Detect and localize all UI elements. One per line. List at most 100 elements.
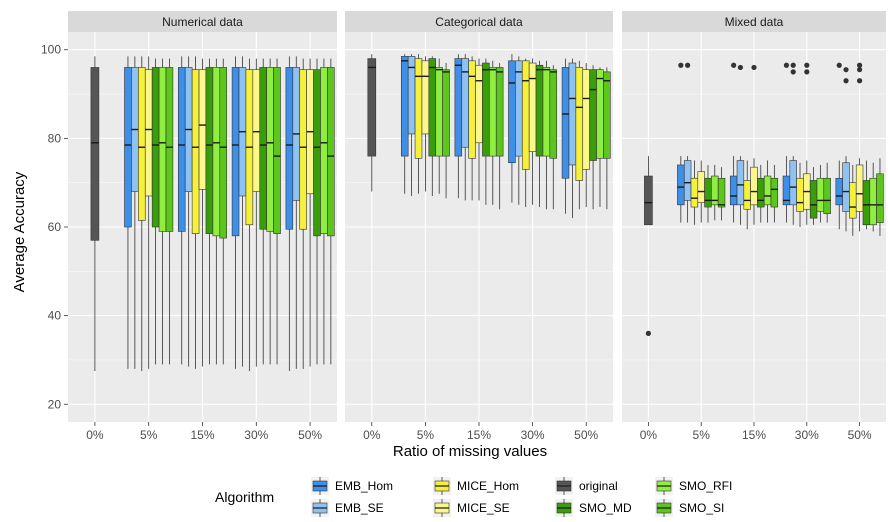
box-iqr [327,67,335,237]
panel-1: Numerical data 0% 5% 15% 30% 50% [68,11,337,442]
legend-item: MICE_SE [433,499,510,517]
box-emb-hom [454,54,463,199]
box-iqr [521,60,530,170]
box-iqr [568,62,577,166]
box-iqr [313,69,321,237]
box-iqr [428,58,437,157]
x-tick-label: 30% [521,428,545,442]
outlier-point [804,69,810,75]
box-smo-rfi [816,164,825,223]
box-iqr [198,69,207,190]
box-iqr [158,67,167,232]
legend-label: EMB_SE [335,501,384,515]
legend-label: SMO_MD [579,501,632,515]
strip-background [68,11,337,32]
box-iqr [320,67,328,234]
box-iqr [151,67,160,228]
outlier-point [790,62,796,68]
legend-item: SMO_MD [555,499,632,517]
box-iqr [750,166,758,206]
box-group [454,54,504,210]
box-iqr [259,67,267,230]
box-smo-md [535,60,544,208]
box-iqr [435,67,443,157]
box-smo-si [770,164,779,223]
box-group [124,56,174,372]
x-axis-title: Ratio of missing values [393,443,547,460]
box-smo-si [876,158,884,236]
box-iqr [677,164,685,206]
legend-label: SMO_RFI [679,479,732,493]
legend: Algorithm EMB_Hom EMB_SE MICE_Hom MICE_SE or… [215,477,732,517]
x-tick-label: 0% [640,428,658,442]
box-smo-md [757,164,765,223]
box-group [231,56,281,372]
box-iqr [717,177,726,208]
legend-label: original [579,479,618,493]
box-iqr [535,64,544,157]
strip-title: Mixed data [725,15,784,29]
box-iqr [367,58,377,157]
x-tick-label: 0% [86,428,104,442]
box-original [90,56,100,372]
box-iqr [468,60,476,159]
box-iqr [414,58,423,159]
box-iqr [704,177,712,208]
box-iqr [596,69,604,159]
box-smo-si [273,58,281,365]
box-mice-hom [796,162,804,227]
box-iqr [205,67,214,234]
box-iqr [809,180,818,219]
outlier-point [857,67,863,73]
box-iqr [252,69,261,192]
box-iqr [421,60,430,135]
box-iqr [835,177,843,206]
box-iqr [219,67,228,239]
box-iqr [124,67,132,228]
strip-title: Numerical data [162,15,243,29]
box-iqr [138,67,146,221]
box-iqr [561,67,570,179]
legend-item: EMB_Hom [311,477,393,495]
box-mice-se [252,58,261,367]
box-iqr [862,180,871,226]
y-tick-label: 40 [48,309,62,323]
y-tick-label: 100 [41,43,61,57]
legend-item: EMB_SE [311,499,384,517]
box-iqr [299,69,307,230]
x-tick-label: 50% [848,428,872,442]
strip-background [345,11,613,32]
x-tick-label: 30% [244,428,268,442]
box-iqr [842,162,850,212]
legend-item: SMO_SI [655,499,724,517]
outlier-point [731,62,737,68]
box-iqr [177,67,186,232]
box-iqr [165,67,174,232]
strip-background [622,11,886,32]
box-iqr [266,67,274,232]
box-iqr [736,160,745,206]
legend-label: EMB_Hom [335,479,393,493]
x-tick-label: 0% [363,428,381,442]
box-iqr [454,58,463,157]
x-tick-label: 5% [417,428,435,442]
box-mice-hom [690,160,699,225]
box-iqr [757,177,765,208]
box-smo-si [495,63,504,210]
box-iqr [763,175,772,206]
box-iqr [770,177,779,208]
box-iqr [495,67,504,157]
box-group [400,54,450,199]
box-iqr [582,69,590,170]
x-tick-label: 15% [190,428,214,442]
outlier-point [678,62,684,68]
legend-item: MICE_Hom [433,477,519,495]
box-smo-si [165,58,174,365]
legend-label: MICE_Hom [457,479,519,493]
y-axis: 20 40 60 80 100 [41,43,68,411]
box-iqr [789,160,797,206]
legend-item: SMO_RFI [655,477,732,495]
box-group [729,62,779,230]
